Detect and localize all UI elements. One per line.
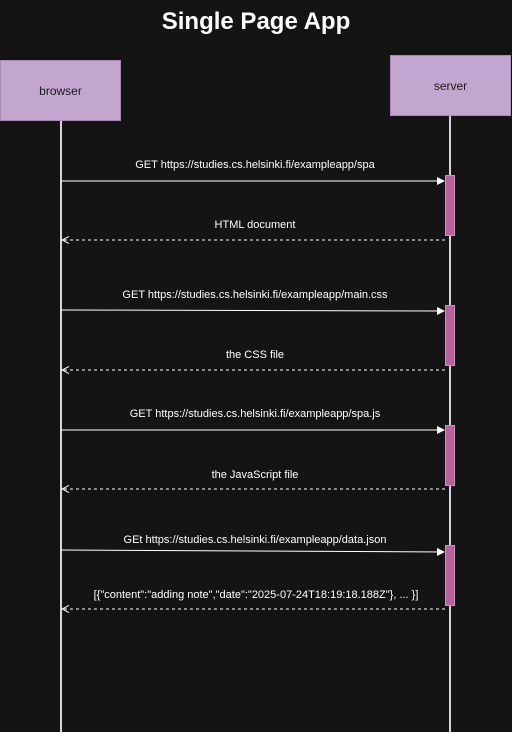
- message-label-7: GEt https://studies.cs.helsinki.fi/examp…: [123, 534, 387, 546]
- participant-server-label: server: [433, 78, 468, 93]
- server-activation-3: [445, 425, 455, 486]
- message-label-4: the CSS file: [225, 349, 285, 361]
- message-label-1: GET https://studies.cs.helsinki.fi/examp…: [135, 159, 375, 171]
- message-arrow-7: [60, 547, 445, 556]
- browser-lifeline: [60, 121, 62, 732]
- server-activation-1: [445, 175, 455, 236]
- message-label-8: [{"content":"adding note","date":"2025-0…: [93, 589, 419, 601]
- participant-browser-label: browser: [39, 83, 82, 98]
- server-activation-4: [445, 545, 455, 606]
- diagram-title: Single Page App: [161, 8, 351, 35]
- message-label-5: GET https://studies.cs.helsinki.fi/examp…: [129, 408, 381, 420]
- participant-browser: browser: [0, 60, 121, 121]
- message-label-2: HTML document: [214, 219, 296, 231]
- message-label-6: the JavaScript file: [211, 469, 299, 481]
- server-activation-2: [445, 305, 455, 366]
- server-lifeline: [449, 116, 451, 732]
- participant-server: server: [390, 55, 511, 116]
- message-label-3: GET https://studies.cs.helsinki.fi/examp…: [122, 289, 388, 301]
- message-arrow-3: [60, 306, 445, 315]
